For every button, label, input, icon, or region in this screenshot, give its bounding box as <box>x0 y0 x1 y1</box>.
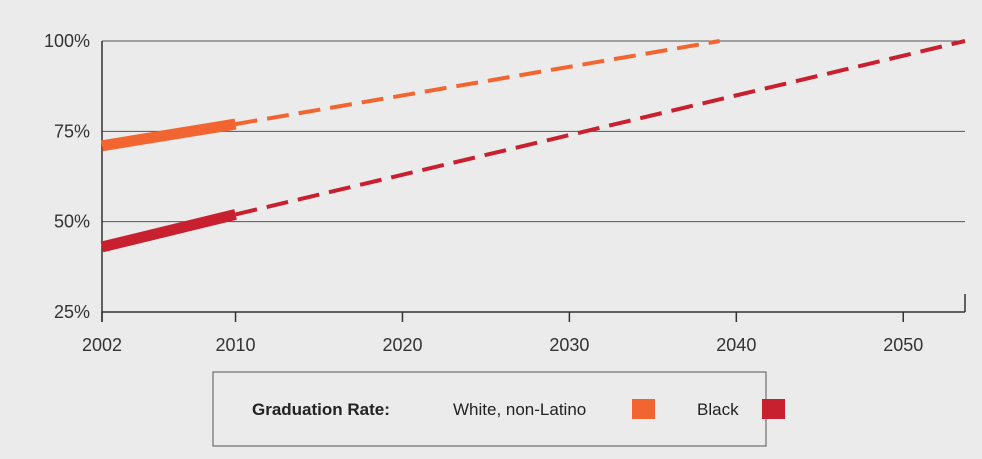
x-tick-label: 2050 <box>883 335 923 355</box>
legend-title: Graduation Rate: <box>252 400 390 419</box>
projected-line-white <box>235 39 720 127</box>
legend-box <box>212 371 767 447</box>
legend-label-black: Black <box>697 400 739 419</box>
y-tick-label: 75% <box>54 121 90 141</box>
legend-label-white: White, non-Latino <box>453 400 586 419</box>
y-tick-label: 50% <box>54 212 90 232</box>
x-tick-label: 2020 <box>382 335 422 355</box>
legend: Graduation Rate: White, non-Latino Black <box>212 371 785 447</box>
x-tick-label: 2030 <box>549 335 589 355</box>
legend-swatch-white <box>632 399 655 419</box>
projected-line-black <box>235 39 966 217</box>
gridlines <box>102 40 965 223</box>
y-tick-label: 25% <box>54 302 90 322</box>
legend-swatch-black <box>762 399 785 419</box>
actual-line-white <box>101 118 237 152</box>
y-tick-label: 100% <box>44 31 90 51</box>
x-tick-label: 2010 <box>216 335 256 355</box>
axes: 25% 50% 75% 100% 2002 2010 2020 2030 2040 2050 <box>44 31 966 355</box>
actual-line-black <box>100 209 237 253</box>
x-tick-label: 2040 <box>716 335 756 355</box>
series-lines <box>100 39 966 253</box>
x-tick-label: 2002 <box>82 335 122 355</box>
